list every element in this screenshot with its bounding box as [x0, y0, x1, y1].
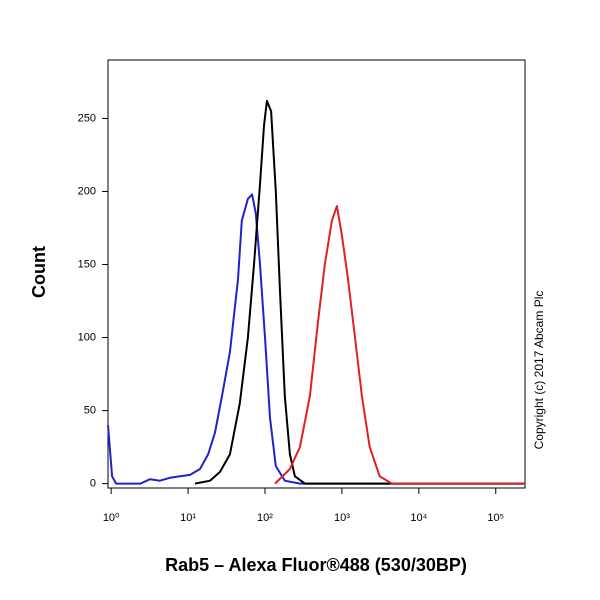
x-tick-label: 10⁰	[103, 512, 120, 524]
x-axis-title: Rab5 – Alexa Fluor®488 (530/30BP)	[165, 555, 467, 575]
x-tick-label: 10⁵	[487, 512, 504, 524]
x-tick-label: 10⁴	[410, 512, 427, 524]
plot-frame	[107, 59, 526, 489]
x-tick-label: 10²	[257, 512, 273, 524]
y-tick-label: 50	[84, 404, 96, 416]
series-line	[274, 205, 525, 485]
y-tick-label: 250	[78, 112, 96, 124]
series-line	[107, 193, 525, 485]
y-tick-label: 100	[78, 331, 96, 343]
y-tick-label: 0	[90, 478, 96, 490]
y-tick-label: 150	[78, 258, 96, 270]
copyright: Copyright (c) 2017 Abcam Plc	[532, 291, 546, 450]
x-tick-label: 10³	[334, 512, 350, 524]
x-tick-label: 10¹	[180, 512, 196, 524]
y-tick-label: 200	[78, 185, 96, 197]
series-line	[194, 99, 525, 485]
y-axis-title: Count	[29, 246, 49, 298]
